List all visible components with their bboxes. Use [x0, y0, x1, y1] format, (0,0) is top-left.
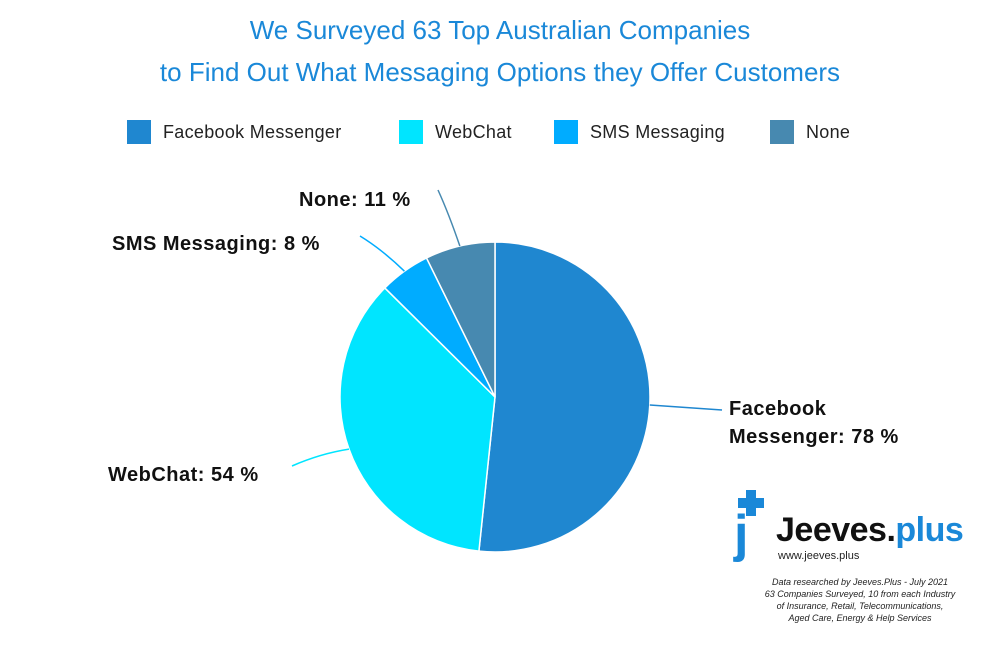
- pie-slice-facebook-messenger: [478, 241, 651, 553]
- logo-letter-j: j: [734, 505, 749, 563]
- leader-line-webchat: [291, 448, 350, 467]
- legend-item-facebook-messenger: Facebook Messenger: [127, 119, 342, 145]
- leader-line-none: [437, 189, 461, 247]
- leader-line-facebook-messenger: [649, 404, 723, 411]
- slice-label-facebook-messenger-line-1: Facebook: [729, 398, 827, 420]
- legend-label-facebook-messenger: Facebook Messenger: [163, 121, 342, 142]
- legend-swatch-sms-messaging: [554, 120, 578, 144]
- legend-swatch-none: [770, 120, 794, 144]
- logo-name: Jeeves.: [776, 511, 896, 549]
- slice-label-facebook-messenger-line-2: Messenger: 78 %: [729, 426, 899, 448]
- pie-slice-webchat: [339, 286, 496, 552]
- slice-label-facebook-messenger: Facebook Messenger: 78 %: [729, 395, 899, 451]
- legend: Facebook Messenger WebChat SMS Messaging…: [0, 119, 1000, 145]
- leader-line-sms-messaging: [359, 235, 405, 272]
- legend-label-webchat: WebChat: [435, 121, 512, 142]
- legend-label-none: None: [806, 121, 851, 142]
- slice-label-sms-messaging: SMS Messaging: 8 %: [112, 233, 320, 255]
- legend-item-none: None: [770, 119, 850, 145]
- legend-item-sms-messaging: SMS Messaging: [554, 119, 725, 145]
- medical-cross-icon: [738, 490, 764, 516]
- pie-slice-none: [425, 241, 496, 398]
- legend-swatch-webchat: [399, 120, 423, 144]
- footnote-line-2: 63 Companies Surveyed, 10 from each Indu…: [764, 589, 956, 599]
- footnote: Data researched by Jeeves.Plus - July 20…: [740, 576, 980, 624]
- jeeves-plus-logo: j Jeeves.plus www.jeeves.plus: [728, 490, 968, 563]
- legend-label-sms-messaging: SMS Messaging: [590, 121, 725, 142]
- chart-title-line-2: to Find Out What Messaging Options they …: [159, 57, 841, 87]
- logo-url: www.jeeves.plus: [778, 550, 860, 562]
- logo-name-accent: plus: [895, 511, 964, 549]
- legend-item-webchat: WebChat: [399, 119, 512, 145]
- legend-swatch-facebook-messenger: [127, 120, 151, 144]
- chart-title-line-1: We Surveyed 63 Top Australian Companies: [249, 15, 751, 45]
- footnote-line-4: Aged Care, Energy & Help Services: [788, 613, 932, 623]
- slice-label-none: None: 11 %: [299, 189, 411, 211]
- slice-label-webchat: WebChat: 54 %: [108, 464, 259, 486]
- footnote-line-3: of Insurance, Retail, Telecommunications…: [776, 601, 944, 611]
- footnote-line-1: Data researched by Jeeves.Plus - July 20…: [771, 577, 949, 587]
- logo-wordmark: Jeeves.plus: [776, 510, 964, 550]
